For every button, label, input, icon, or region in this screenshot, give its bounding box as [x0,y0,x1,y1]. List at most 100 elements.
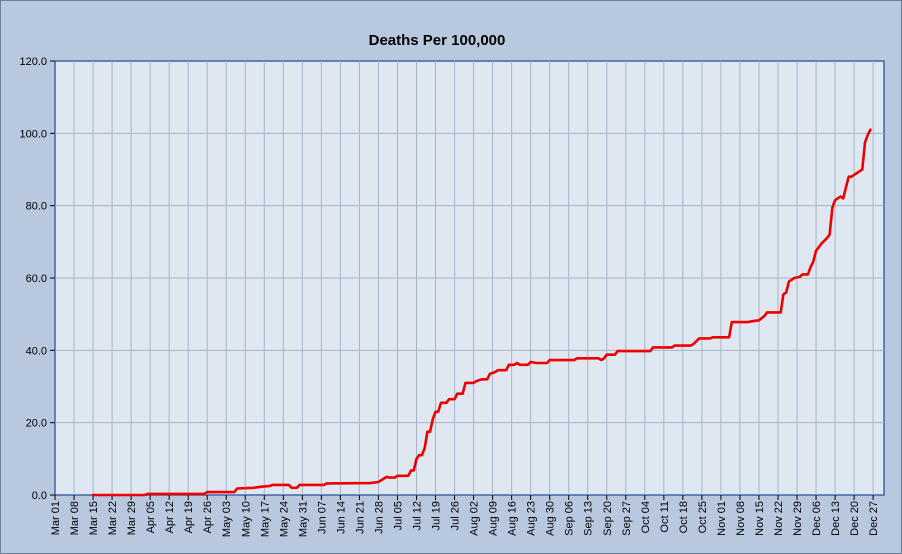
x-tick-label: May 10 [240,501,252,537]
x-tick-label: Jul 05 [392,501,404,530]
x-tick-label: Sep 27 [621,501,633,536]
y-tick-label: 120.0 [19,56,47,68]
data-point [475,380,478,382]
data-point [413,469,415,472]
data-point [486,378,489,381]
x-tick-label: Apr 05 [145,501,157,533]
data-point [763,315,766,317]
data-point [812,260,815,263]
x-tick-label: Dec 13 [830,501,842,536]
data-point [866,134,869,136]
x-tick-label: Mar 15 [88,501,100,535]
data-point [815,250,817,252]
data-point [271,484,274,486]
data-point [606,353,608,356]
x-tick-label: Oct 04 [640,501,652,533]
data-point [600,359,603,361]
data-point [146,493,149,495]
data-point [513,364,516,366]
x-tick-label: Aug 23 [526,501,538,536]
x-tick-label: Dec 27 [868,501,880,536]
data-point [260,485,263,488]
data-point [418,454,421,457]
data-point [388,476,391,479]
data-point [296,487,298,489]
data-point [858,170,861,173]
x-tick-label: Mar 08 [69,501,81,535]
x-tick-label: Jun 07 [316,501,328,534]
data-point [692,343,695,345]
data-point [597,357,600,360]
data-point [798,276,801,278]
data-point [831,206,834,209]
data-point [505,369,508,372]
x-tick-label: Aug 16 [507,501,519,536]
x-tick-label: Jun 28 [373,501,385,534]
x-tick-label: Apr 12 [164,501,176,533]
series-line [91,128,872,497]
data-point [385,476,388,478]
x-tick-label: May 31 [297,501,309,537]
data-point [709,337,711,340]
data-point [480,378,483,381]
data-point [779,311,782,314]
data-point [576,357,578,360]
data-point [801,273,804,276]
data-point [456,392,459,395]
data-point [793,277,796,279]
data-point [616,350,619,352]
x-tick-label: Jun 21 [354,501,366,534]
data-point [820,242,823,245]
data-point [839,195,842,198]
data-point [698,337,700,340]
data-point [396,475,399,477]
data-point [268,485,271,487]
data-point [426,430,429,433]
data-point [690,344,692,347]
data-point [432,418,434,420]
data-point [785,291,787,294]
data-point [529,361,532,363]
data-point [445,402,448,404]
data-point [252,487,255,489]
data-point [782,293,785,296]
data-point [494,371,497,373]
x-tick-label: Jun 14 [335,501,347,534]
data-point [437,411,440,413]
data-point [233,491,236,493]
x-tick-label: May 17 [259,501,271,537]
data-point [809,266,812,268]
data-point [421,454,423,457]
data-point [394,476,396,479]
x-tick-label: Sep 13 [583,501,595,536]
data-point [472,382,475,384]
data-point [429,430,431,433]
x-tick-label: Mar 22 [107,501,119,535]
y-tick-label: 40.0 [26,345,47,357]
data-point [497,369,499,372]
x-tick-label: Nov 08 [735,501,747,536]
x-tick-label: Aug 02 [469,501,481,536]
x-tick-label: Dec 20 [849,501,861,536]
data-point [861,168,864,171]
series-group [91,128,872,497]
x-tick-label: Oct 18 [678,501,690,533]
data-point [758,319,760,322]
data-point [369,482,372,484]
data-point [712,336,714,339]
x-tick-label: Aug 09 [488,501,500,536]
data-point [461,392,464,395]
x-tick-label: Nov 01 [716,501,728,536]
data-point [842,197,844,200]
data-point [546,362,548,364]
data-point [828,233,831,236]
y-axis: 0.0 20.0 40.0 60.0 80.0 100.0 120.0 [19,56,55,502]
y-tick-label: 80.0 [26,201,47,213]
data-point [788,280,790,283]
data-point [807,273,809,276]
x-tick-label: Dec 06 [811,501,823,536]
x-tick-label: Jul 19 [431,501,443,530]
y-tick-label: 100.0 [19,128,47,140]
data-point [519,364,521,366]
data-point [440,402,442,404]
